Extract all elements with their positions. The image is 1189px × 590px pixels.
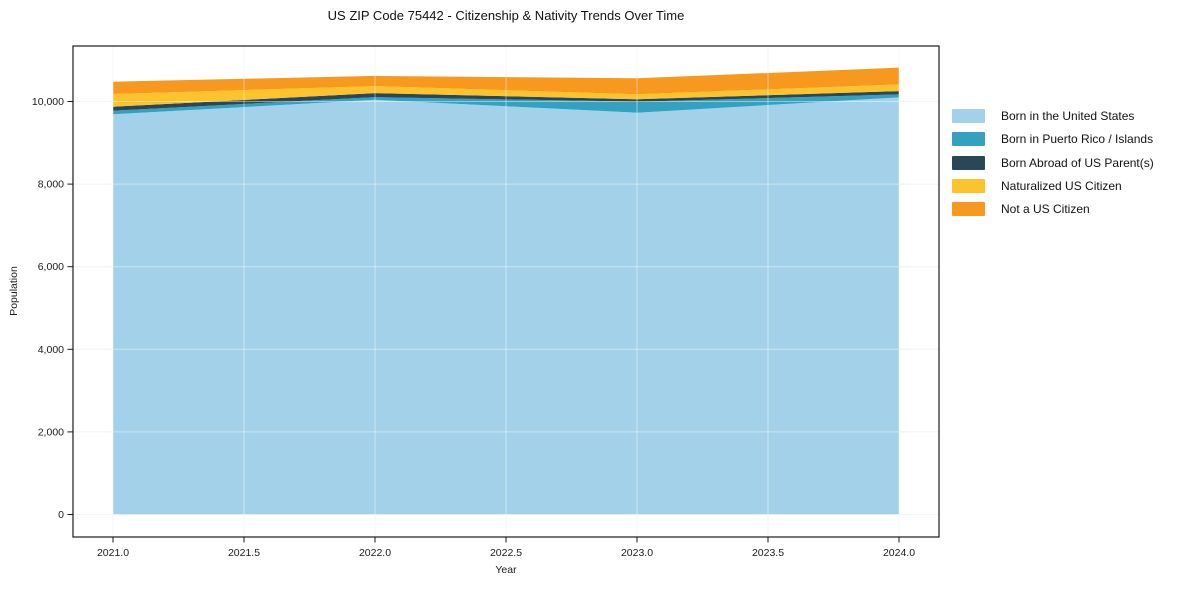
y-tick-label: 8,000 xyxy=(38,179,64,191)
legend: Born in the United States Born in Puerto … xyxy=(952,109,1154,225)
area-4 xyxy=(113,67,899,95)
legend-label: Born in Puerto Rico / Islands xyxy=(1001,132,1154,147)
legend-item-4: Not a US Citizen xyxy=(952,202,1154,217)
area-0 xyxy=(113,97,899,515)
legend-label: Born Abroad of US Parent(s) xyxy=(1001,155,1154,170)
x-tick-label: 2022.0 xyxy=(359,547,391,559)
chart-title: US ZIP Code 75442 - Citizenship & Nativi… xyxy=(327,8,685,23)
legend-label: Born in the United States xyxy=(1001,109,1135,123)
x-tick-label: 2022.5 xyxy=(490,547,522,559)
x-tick-label: 2021.0 xyxy=(97,547,129,559)
y-tick-label: 2,000 xyxy=(38,426,64,438)
legend-label: Naturalized US Citizen xyxy=(1001,178,1122,193)
legend-swatch xyxy=(952,132,985,147)
y-tick-label: 6,000 xyxy=(38,261,64,273)
legend-swatch xyxy=(952,178,985,193)
x-tick-label: 2023.5 xyxy=(752,547,784,559)
x-axis-label: Year xyxy=(495,564,517,576)
y-tick-label: 10,000 xyxy=(32,96,64,108)
legend-item-0: Born in the United States xyxy=(952,109,1154,123)
area-1 xyxy=(113,94,899,115)
legend-swatch xyxy=(952,155,985,170)
tick-marks xyxy=(67,101,900,543)
x-tick-label: 2021.5 xyxy=(228,547,260,559)
area-2 xyxy=(113,91,899,111)
tick-labels: 2021.0 2021.5 2022.0 2022.5 2023.0 2023.5 2024… xyxy=(32,96,915,559)
legend-label: Not a US Citizen xyxy=(1001,202,1090,217)
area-series xyxy=(113,67,899,515)
x-tick-label: 2024.0 xyxy=(883,547,915,559)
legend-item-1: Born in Puerto Rico / Islands xyxy=(952,132,1154,147)
legend-swatch xyxy=(952,202,985,217)
x-tick-label: 2023.0 xyxy=(621,547,653,559)
legend-item-3: Naturalized US Citizen xyxy=(952,178,1154,193)
y-tick-label: 0 xyxy=(58,509,64,521)
area-3 xyxy=(113,84,899,107)
legend-swatch xyxy=(952,109,985,123)
gridlines-over xyxy=(73,46,939,537)
y-tick-label: 4,000 xyxy=(38,344,64,356)
legend-item-2: Born Abroad of US Parent(s) xyxy=(952,155,1154,170)
